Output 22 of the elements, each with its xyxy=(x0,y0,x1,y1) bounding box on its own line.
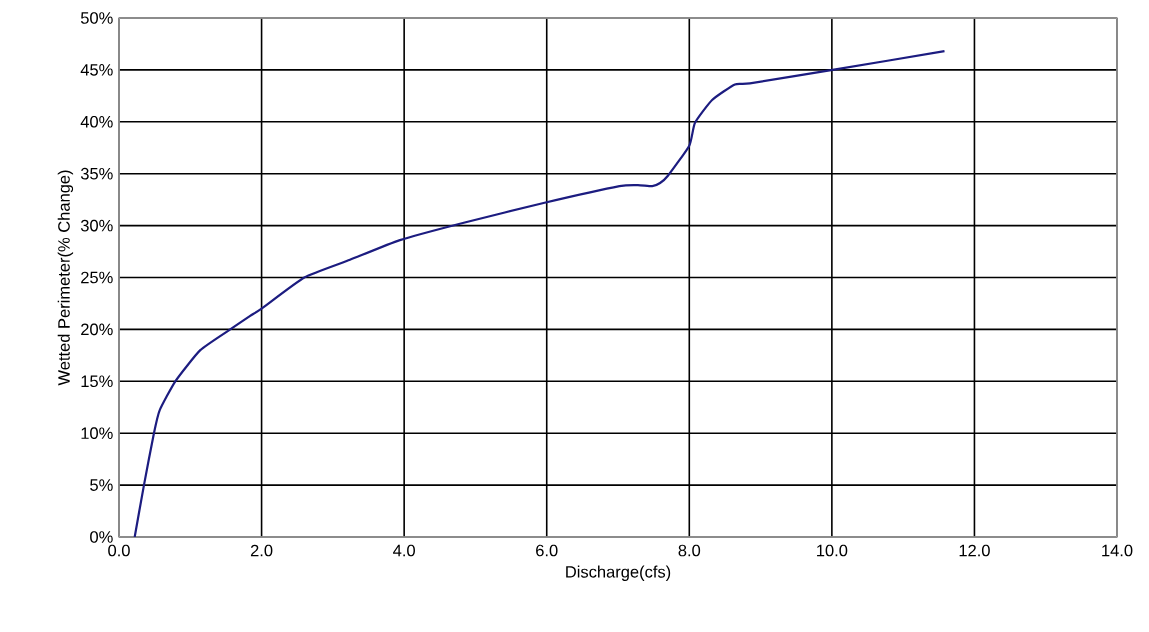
y-tick-label: 25% xyxy=(81,271,113,284)
x-tick-label: 2.0 xyxy=(250,544,273,557)
x-tick-label: 4.0 xyxy=(393,544,415,557)
y-tick-label: 5% xyxy=(90,479,113,491)
y-tick-label: 20% xyxy=(81,323,113,336)
y-axis-title: Wetted Perimeter(% Change) xyxy=(57,170,74,386)
x-axis-title: Discharge(cfs) xyxy=(566,565,671,581)
y-tick-label: 30% xyxy=(80,219,113,232)
x-tick-label: 0.0 xyxy=(108,544,130,557)
y-tick-label: 50% xyxy=(80,12,113,24)
y-tick-label: 35% xyxy=(80,167,113,180)
y-tick-label: 40% xyxy=(80,115,113,128)
y-tick-label: 10% xyxy=(81,427,113,440)
x-tick-label: 8.0 xyxy=(678,544,701,557)
x-tick-label: 6.0 xyxy=(536,544,558,557)
x-tick-label: 14.0 xyxy=(1102,544,1133,557)
x-tick-label: 10.0 xyxy=(817,544,848,557)
y-tick-label: 45% xyxy=(80,64,113,76)
y-tick-label: 15% xyxy=(81,375,113,388)
x-tick-label: 12.0 xyxy=(959,544,990,557)
y-tick-label: 0% xyxy=(90,531,113,543)
line-series xyxy=(133,50,946,537)
